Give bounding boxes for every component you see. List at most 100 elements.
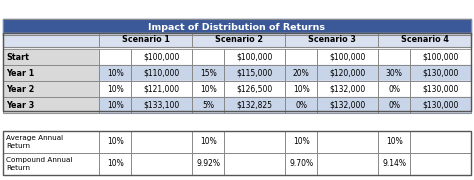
Polygon shape xyxy=(410,49,471,65)
Bar xyxy=(3,97,99,113)
Bar xyxy=(3,65,99,81)
Bar xyxy=(285,131,317,153)
Bar xyxy=(224,49,285,65)
Polygon shape xyxy=(3,19,471,35)
Bar xyxy=(285,97,317,113)
Polygon shape xyxy=(317,153,378,175)
Text: 9.70%: 9.70% xyxy=(289,159,313,168)
Polygon shape xyxy=(99,81,131,97)
Text: Scenario 4: Scenario 4 xyxy=(401,35,448,44)
Text: 0%: 0% xyxy=(388,84,400,93)
Bar xyxy=(410,131,471,153)
Text: 10%: 10% xyxy=(107,100,124,109)
Text: 10%: 10% xyxy=(386,138,402,147)
Text: 5%: 5% xyxy=(202,100,214,109)
Polygon shape xyxy=(192,49,224,65)
Text: Compound Annual
Return: Compound Annual Return xyxy=(6,157,73,171)
Polygon shape xyxy=(131,153,192,175)
Bar xyxy=(378,81,410,97)
Bar xyxy=(192,97,224,113)
Bar xyxy=(131,65,192,81)
Text: 10%: 10% xyxy=(107,69,124,78)
Polygon shape xyxy=(224,65,285,81)
Text: 15%: 15% xyxy=(200,69,217,78)
Text: 9.92%: 9.92% xyxy=(196,159,220,168)
Text: Year 3: Year 3 xyxy=(6,100,34,109)
Bar xyxy=(192,131,224,153)
Bar xyxy=(99,49,131,65)
Text: $100,000: $100,000 xyxy=(422,53,459,62)
Polygon shape xyxy=(410,131,471,153)
Polygon shape xyxy=(131,65,192,81)
Polygon shape xyxy=(99,33,192,47)
Bar xyxy=(410,97,471,113)
Text: $132,000: $132,000 xyxy=(329,84,366,93)
Polygon shape xyxy=(285,49,317,65)
Polygon shape xyxy=(317,97,378,113)
Bar xyxy=(192,49,224,65)
Text: Impact of Distribution of Returns: Impact of Distribution of Returns xyxy=(148,22,326,32)
Bar xyxy=(192,65,224,81)
Polygon shape xyxy=(192,97,224,113)
Polygon shape xyxy=(285,33,378,47)
Polygon shape xyxy=(410,65,471,81)
Bar xyxy=(131,153,192,175)
Polygon shape xyxy=(131,97,192,113)
Text: $126,500: $126,500 xyxy=(237,84,273,93)
Polygon shape xyxy=(192,153,224,175)
Bar xyxy=(378,97,410,113)
Polygon shape xyxy=(99,49,131,65)
Polygon shape xyxy=(224,81,285,97)
Bar xyxy=(285,33,378,47)
Text: 0%: 0% xyxy=(295,100,307,109)
Polygon shape xyxy=(285,131,317,153)
Polygon shape xyxy=(192,65,224,81)
Bar xyxy=(192,153,224,175)
Bar xyxy=(378,49,410,65)
Text: $100,000: $100,000 xyxy=(329,53,366,62)
Bar xyxy=(192,81,224,97)
Polygon shape xyxy=(378,97,410,113)
Polygon shape xyxy=(3,97,99,113)
Polygon shape xyxy=(285,97,317,113)
Bar xyxy=(3,131,471,175)
Polygon shape xyxy=(3,33,99,47)
Bar xyxy=(99,33,192,47)
Bar xyxy=(410,65,471,81)
Polygon shape xyxy=(410,97,471,113)
Polygon shape xyxy=(410,153,471,175)
Text: 10%: 10% xyxy=(200,138,217,147)
Polygon shape xyxy=(378,49,410,65)
Polygon shape xyxy=(378,81,410,97)
Bar xyxy=(3,153,99,175)
Bar xyxy=(317,153,378,175)
Text: 10%: 10% xyxy=(200,84,217,93)
Polygon shape xyxy=(3,153,99,175)
Text: $120,000: $120,000 xyxy=(329,69,366,78)
Text: 10%: 10% xyxy=(107,84,124,93)
Text: 10%: 10% xyxy=(293,138,310,147)
Polygon shape xyxy=(3,65,99,81)
Bar xyxy=(3,19,471,35)
Polygon shape xyxy=(192,131,224,153)
Polygon shape xyxy=(3,131,471,153)
Text: $133,100: $133,100 xyxy=(144,100,180,109)
Bar xyxy=(317,97,378,113)
Bar xyxy=(285,49,317,65)
Text: Start: Start xyxy=(6,53,29,62)
Bar xyxy=(410,153,471,175)
Text: 10%: 10% xyxy=(107,159,124,168)
Bar xyxy=(317,81,378,97)
Polygon shape xyxy=(192,81,224,97)
Polygon shape xyxy=(378,153,410,175)
Bar xyxy=(224,81,285,97)
Bar xyxy=(3,49,99,65)
Text: $130,000: $130,000 xyxy=(422,100,459,109)
Bar xyxy=(378,153,410,175)
Bar xyxy=(410,81,471,97)
Text: Scenario 3: Scenario 3 xyxy=(308,35,356,44)
Text: 10%: 10% xyxy=(293,84,310,93)
Bar xyxy=(224,131,285,153)
Bar xyxy=(410,49,471,65)
Bar xyxy=(131,131,192,153)
